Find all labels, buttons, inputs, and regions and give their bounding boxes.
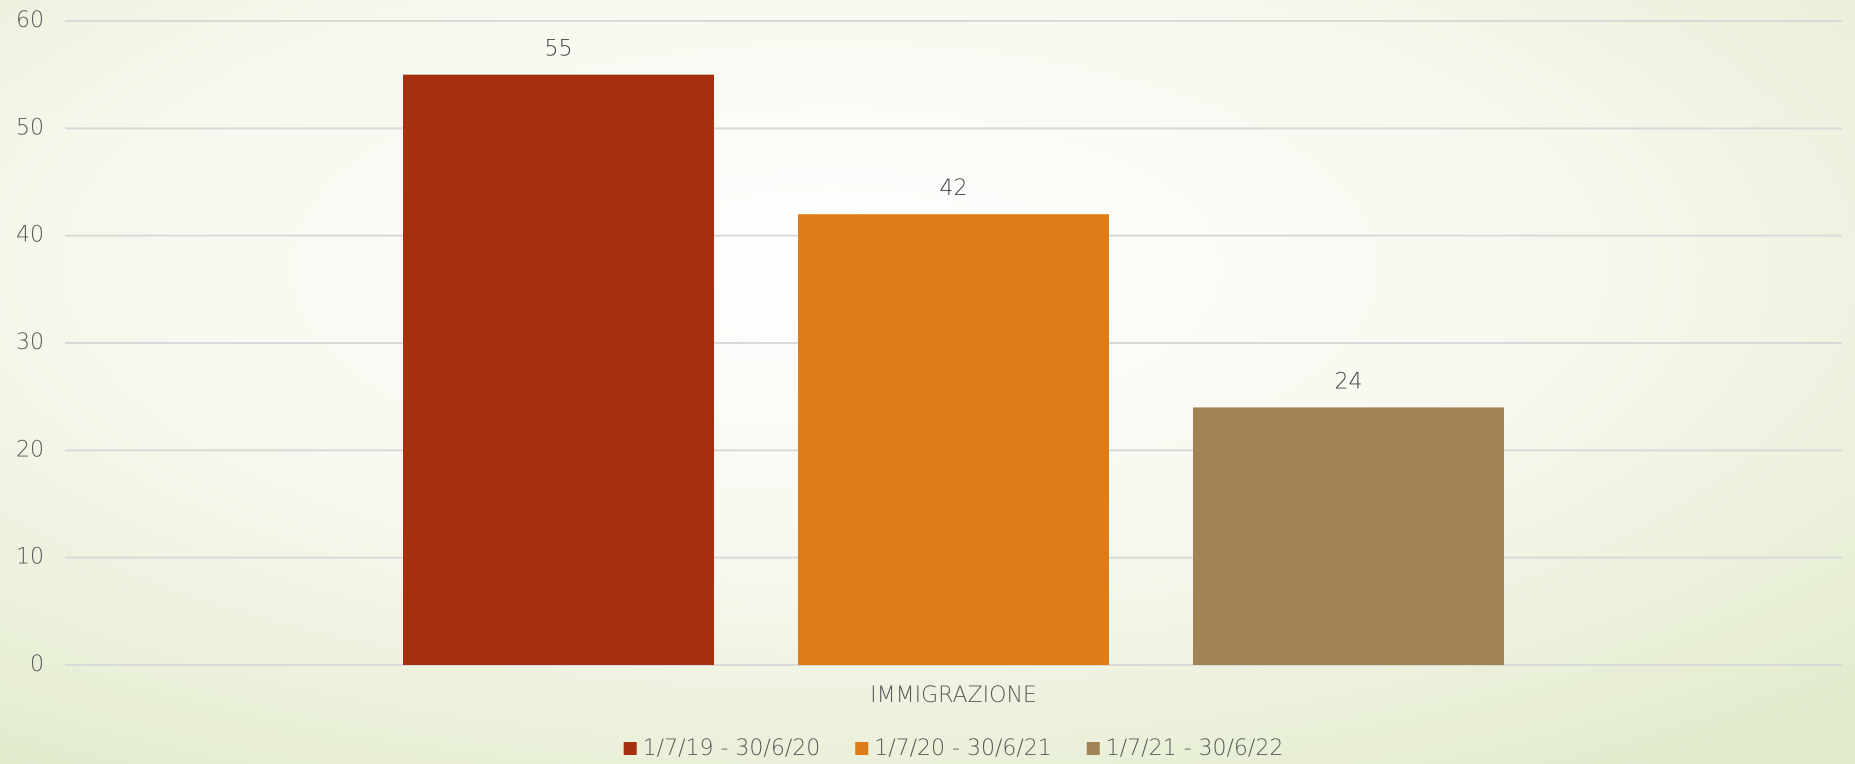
bar bbox=[1193, 407, 1504, 665]
legend-swatch bbox=[855, 742, 869, 755]
legend-swatch bbox=[623, 742, 637, 755]
legend-label: 1/7/19 - 30/6/20 bbox=[643, 736, 821, 761]
data-label: 55 bbox=[545, 37, 573, 62]
legend-label: 1/7/21 - 30/6/22 bbox=[1106, 736, 1284, 761]
data-label: 24 bbox=[1335, 369, 1363, 394]
legend-label: 1/7/20 - 30/6/21 bbox=[874, 736, 1052, 761]
y-tick-label: 0 bbox=[30, 652, 44, 677]
y-tick-label: 50 bbox=[16, 115, 44, 140]
legend-swatch bbox=[1086, 742, 1100, 755]
bar bbox=[798, 214, 1109, 665]
x-tick-label: IMMIGRAZIONE bbox=[870, 683, 1037, 708]
y-tick-label: 20 bbox=[16, 437, 44, 462]
y-tick-label: 10 bbox=[16, 545, 44, 570]
y-tick-label: 40 bbox=[16, 223, 44, 248]
data-label: 42 bbox=[940, 176, 968, 201]
y-tick-label: 60 bbox=[16, 8, 44, 33]
y-tick-label: 30 bbox=[16, 330, 44, 355]
bar bbox=[403, 74, 714, 665]
